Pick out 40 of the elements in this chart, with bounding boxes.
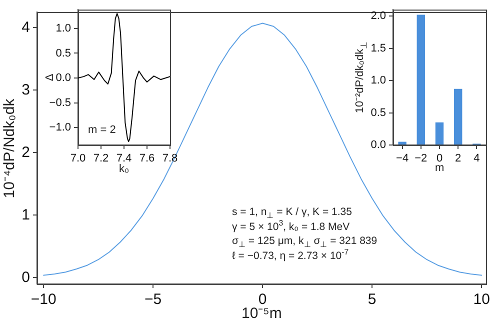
x-tick-label: 7.6	[139, 152, 155, 165]
y-tick-label: 0.0	[370, 139, 386, 152]
y-tick-label: 1.0	[370, 74, 386, 87]
annotation: γ = 5 × 10$^{3}$, k₀ = 1.8 MeV	[232, 218, 351, 234]
y-tick-label: 0.5	[56, 47, 71, 60]
annotation: ℓ = −0.73, η = 2.73 × 10$^{-7}$	[232, 247, 350, 263]
x-tick-label: −4	[396, 152, 409, 165]
x-axis-title: k₀	[119, 163, 130, 175]
x-tick-label: 0	[436, 152, 443, 165]
y-axis-title: Δ	[44, 74, 56, 81]
y-tick-label: 0.5	[370, 106, 386, 119]
x-tick-label: 7.0	[70, 152, 86, 165]
y-axis-title: 10⁻⁴dP/Ndk₀dk	[1, 98, 18, 198]
bar	[398, 142, 406, 144]
y-tick-label: 0	[22, 268, 30, 286]
x-tick-label: 7.4	[116, 152, 132, 165]
x-tick-label: −2	[414, 152, 428, 165]
x-tick-label: 5	[368, 291, 376, 308]
annotation: s = 1, n$_{⊥}$ = K / γ, K = 1.35	[232, 205, 353, 220]
x-axis-title: m	[435, 162, 444, 174]
y-tick-label: 1.0	[56, 22, 71, 34]
annotation: m = 2	[88, 123, 116, 138]
x-tick-label: −5	[144, 291, 162, 308]
y-tick-label: 4	[22, 18, 30, 36]
bar	[416, 14, 425, 144]
y-tick-label: −1.0	[49, 122, 71, 134]
annotation: σ$_{⊥}$ = 125 μm, k$_{⊥}$ σ$_{⊥}$ = 321 839	[232, 234, 378, 250]
y-tick-label: 3	[22, 81, 30, 98]
bar	[435, 122, 444, 144]
y-tick-label: 1	[22, 206, 30, 224]
x-tick-label: −10	[30, 291, 56, 308]
x-tick-label: 10	[473, 291, 490, 308]
x-tick-label: 4	[474, 152, 480, 165]
y-tick-label: 2.0	[370, 10, 386, 22]
y-tick-label: 0.0	[56, 72, 71, 84]
x-tick-label: 2	[455, 152, 462, 165]
y-tick-label: −0.5	[49, 96, 71, 109]
x-tick-label: 7.2	[93, 152, 109, 165]
y-tick-label: 1.5	[370, 42, 386, 54]
bar	[454, 88, 462, 144]
